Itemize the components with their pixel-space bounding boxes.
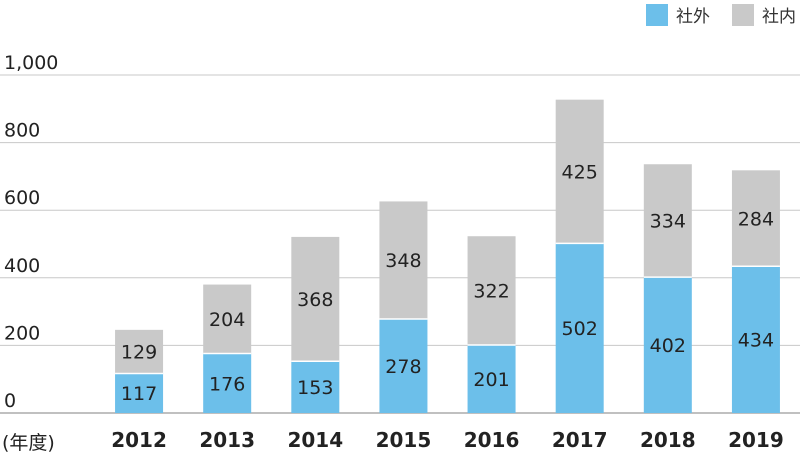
bar-external: [115, 373, 164, 413]
bar-internal: [115, 329, 164, 374]
x-tick-label: 2012: [111, 428, 167, 452]
data-label-external: 201: [473, 369, 509, 391]
x-tick-label: 2015: [376, 428, 432, 452]
bar-internal: [555, 99, 604, 244]
y-tick-label: 800: [4, 120, 40, 142]
bar-internal: [643, 164, 692, 278]
data-label-internal: 284: [738, 208, 774, 230]
bar-external: [731, 266, 780, 413]
bar-internal: [203, 284, 252, 354]
data-label-external: 153: [297, 377, 333, 399]
x-axis-unit-label: (年度): [2, 432, 55, 454]
y-tick-label: 1,000: [4, 52, 58, 74]
x-tick-label: 2013: [199, 428, 255, 452]
data-label-external: 117: [121, 383, 157, 405]
bar-external: [643, 277, 692, 413]
bar-external: [203, 353, 252, 413]
legend-label-internal: 社内: [762, 7, 796, 27]
data-label-internal: 348: [385, 250, 421, 272]
legend-swatch-internal: [732, 3, 754, 26]
legend-label-external: 社外: [676, 7, 710, 27]
x-tick-label: 2016: [464, 428, 520, 452]
x-tick-label: 2014: [287, 428, 343, 452]
data-label-external: 176: [209, 373, 245, 395]
x-tick-label: 2019: [728, 428, 784, 452]
bar-external: [555, 243, 604, 413]
legend-item-internal: 社内: [732, 2, 796, 27]
y-tick-label: 600: [4, 187, 40, 209]
data-label-internal: 129: [121, 342, 157, 364]
bar-external: [291, 361, 340, 413]
bar-internal: [291, 236, 340, 362]
x-tick-label: 2017: [552, 428, 608, 452]
data-label-internal: 368: [297, 289, 333, 311]
data-label-internal: 322: [473, 281, 509, 303]
data-label-internal: 334: [650, 211, 686, 233]
data-label-external: 502: [562, 318, 598, 340]
data-label-external: 278: [385, 356, 421, 378]
bar-external: [467, 345, 516, 413]
y-tick-label: 400: [4, 255, 40, 277]
x-tick-label: 2018: [640, 428, 696, 452]
legend: 社外 社内: [624, 2, 796, 27]
bar-internal: [379, 201, 428, 320]
bar-external: [379, 319, 428, 413]
data-label-internal: 425: [562, 161, 598, 183]
data-label-internal: 204: [209, 309, 245, 331]
bar-internal: [467, 236, 516, 346]
data-label-external: 402: [650, 335, 686, 357]
y-tick-label: 0: [4, 390, 16, 412]
y-tick-label: 200: [4, 322, 40, 344]
legend-item-external: 社外: [646, 2, 710, 27]
bar-internal: [731, 170, 780, 267]
legend-swatch-external: [646, 3, 668, 26]
data-label-external: 434: [738, 330, 774, 352]
